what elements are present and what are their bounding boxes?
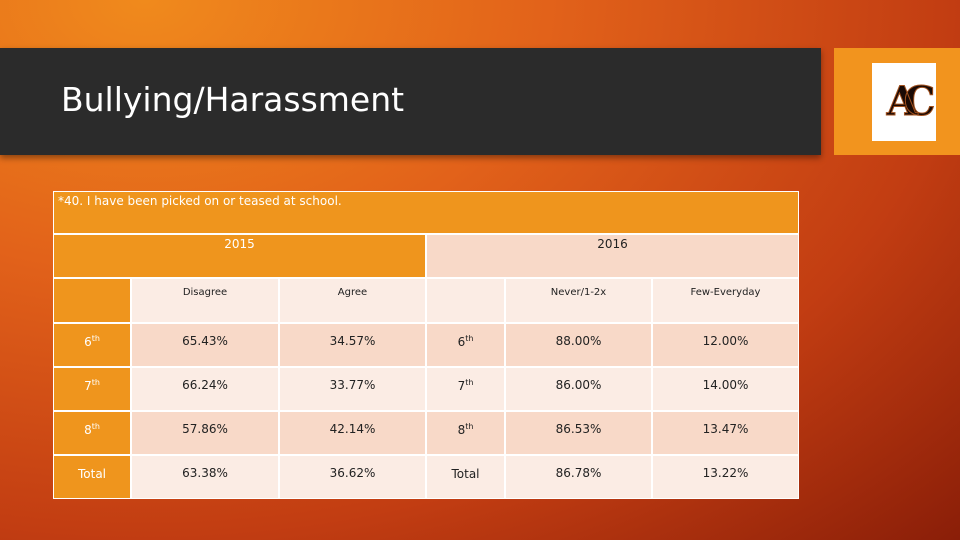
agree-2015: 34.57% xyxy=(280,324,425,366)
header-never: Never/1-2x xyxy=(506,279,651,322)
grade-label-2016: Total xyxy=(427,456,504,498)
agree-2015: 42.14% xyxy=(280,412,425,454)
corner-cell xyxy=(54,279,130,322)
year-2016: 2016 xyxy=(427,235,798,277)
agree-2015: 36.62% xyxy=(280,456,425,498)
never-2016: 88.00% xyxy=(506,324,651,366)
disagree-2015: 66.24% xyxy=(132,368,278,410)
survey-table: *40. I have been picked on or teased at … xyxy=(53,191,799,499)
few-2016: 13.22% xyxy=(653,456,798,498)
disagree-2015: 57.86% xyxy=(132,412,278,454)
few-2016: 14.00% xyxy=(653,368,798,410)
header-disagree: Disagree xyxy=(132,279,278,322)
never-2016: 86.00% xyxy=(506,368,651,410)
disagree-2015: 63.38% xyxy=(132,456,278,498)
school-logo: AC xyxy=(872,63,936,141)
never-2016: 86.78% xyxy=(506,456,651,498)
question-cell: *40. I have been picked on or teased at … xyxy=(54,192,798,233)
grade-label: 6th xyxy=(54,324,130,366)
header-agree: Agree xyxy=(280,279,425,322)
few-2016: 13.47% xyxy=(653,412,798,454)
never-2016: 86.53% xyxy=(506,412,651,454)
disagree-2015: 65.43% xyxy=(132,324,278,366)
grade-label-2016: 8th xyxy=(427,412,504,454)
grade-label: 7th xyxy=(54,368,130,410)
blank-header xyxy=(427,279,504,322)
logo-box: AC xyxy=(834,48,960,155)
few-2016: 12.00% xyxy=(653,324,798,366)
grade-label-2016: 7th xyxy=(427,368,504,410)
grade-label: Total xyxy=(54,456,130,498)
slide-title: Bullying/Harassment xyxy=(61,80,405,119)
grade-label: 8th xyxy=(54,412,130,454)
title-bar: Bullying/Harassment xyxy=(0,48,821,155)
year-2015: 2015 xyxy=(54,235,425,277)
grade-label-2016: 6th xyxy=(427,324,504,366)
header-few: Few-Everyday xyxy=(653,279,798,322)
agree-2015: 33.77% xyxy=(280,368,425,410)
